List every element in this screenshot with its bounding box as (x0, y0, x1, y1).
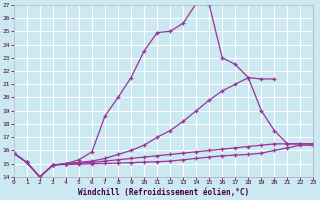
X-axis label: Windchill (Refroidissement éolien,°C): Windchill (Refroidissement éolien,°C) (78, 188, 249, 197)
